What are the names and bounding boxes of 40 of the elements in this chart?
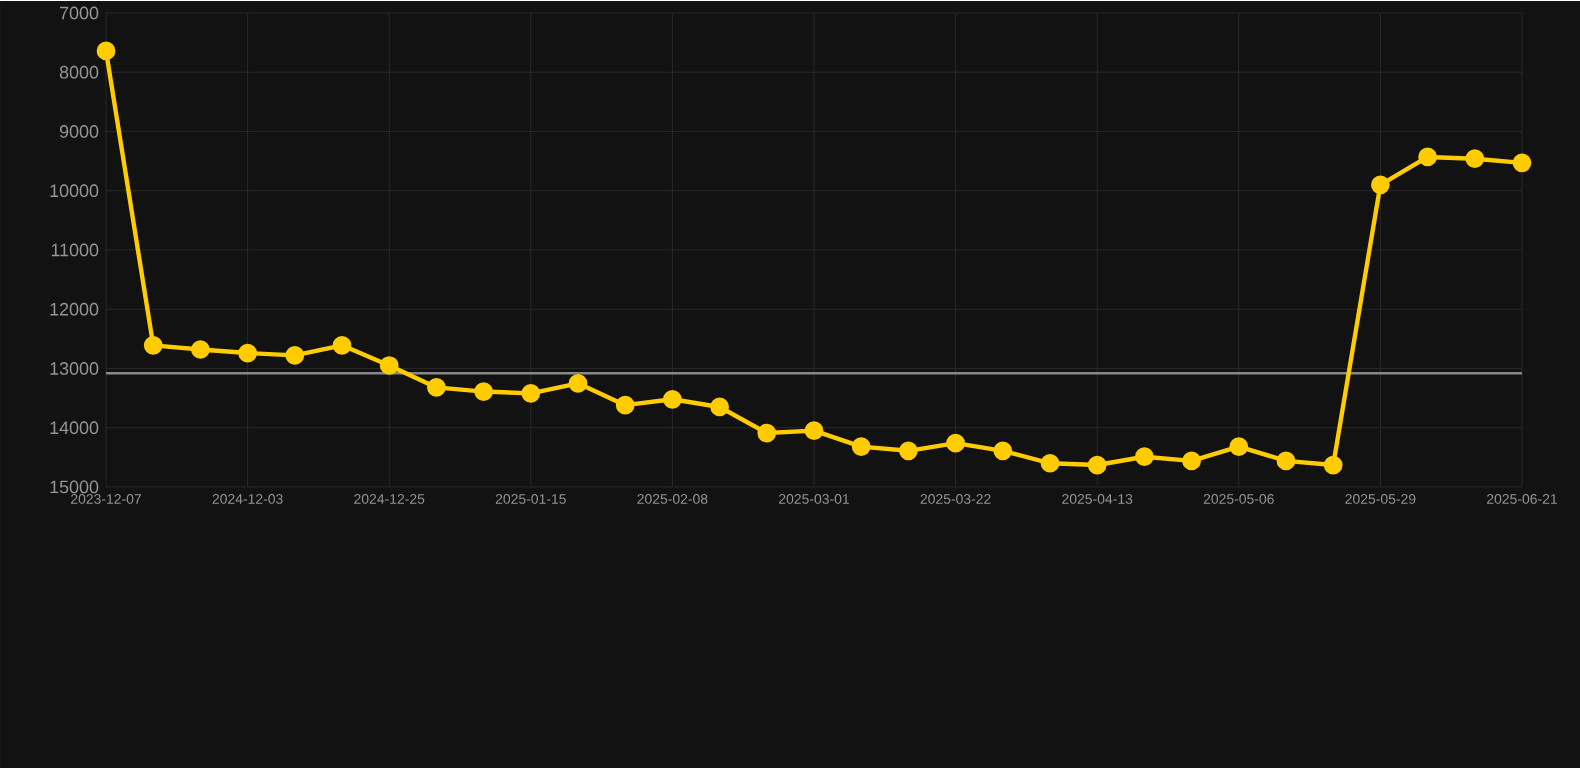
point <box>1229 436 1249 456</box>
point <box>568 373 588 393</box>
point <box>993 440 1013 460</box>
point <box>615 395 635 415</box>
point <box>1276 451 1296 470</box>
point <box>663 389 682 409</box>
point <box>1135 446 1154 466</box>
point <box>1465 148 1485 168</box>
point <box>285 345 305 365</box>
point <box>191 339 210 359</box>
y-tick-label: 11000 <box>51 243 99 256</box>
point <box>238 343 257 362</box>
point <box>332 335 352 355</box>
point <box>521 383 541 403</box>
point <box>899 440 918 460</box>
point <box>1512 153 1532 172</box>
y-tick-label: 14000 <box>50 420 99 434</box>
y-tick-label: 13000 <box>50 361 99 375</box>
point <box>96 41 116 60</box>
point <box>143 335 163 355</box>
point <box>946 433 965 452</box>
point <box>757 423 777 442</box>
y-tick-label: 8000 <box>59 65 99 79</box>
point <box>1040 453 1060 473</box>
point <box>804 420 824 440</box>
point <box>710 397 729 416</box>
point <box>851 436 871 456</box>
y-tick-label: 12000 <box>50 302 99 316</box>
point <box>1371 174 1390 194</box>
y-tick-label: 10000 <box>50 183 99 197</box>
point <box>427 377 446 397</box>
y-tick-label: 9000 <box>59 124 99 138</box>
point <box>1182 451 1201 470</box>
point <box>1418 147 1437 166</box>
point <box>1323 455 1343 474</box>
point <box>474 381 493 401</box>
point <box>1087 455 1107 474</box>
y-tick-label: 15000 <box>50 480 99 493</box>
y-tick-label: 7000 <box>60 6 99 19</box>
point <box>379 355 399 375</box>
